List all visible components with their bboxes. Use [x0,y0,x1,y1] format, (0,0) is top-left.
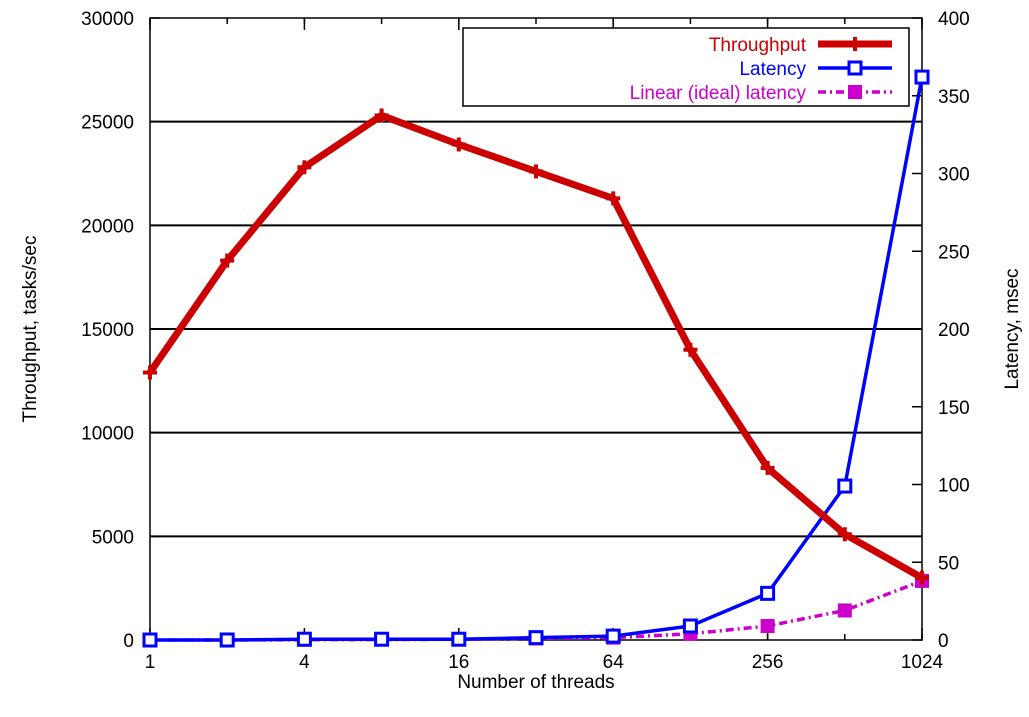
data-point [837,478,853,494]
legend-item: Throughput [709,35,892,56]
y2-tick-label: 50 [938,553,959,574]
x-tick-label: 4 [299,652,310,673]
legend-item: Linear (ideal) latency [630,83,892,104]
data-point [606,191,621,206]
data-point [683,342,698,357]
data-point [760,460,775,475]
y-tick-label: 30000 [81,9,134,30]
data-point [914,69,930,85]
y-tick-label: 5000 [92,527,134,548]
data-point [915,570,929,585]
series-line [150,76,924,642]
series-line [147,111,924,581]
y-tick-label: 25000 [81,113,134,134]
legend-marker [847,60,863,76]
data-point [297,160,312,175]
y-tick-label: 0 [123,631,134,652]
tick-labels: 0 5000 10000 15000 20000 25000 30000 0 50 100 150 2… [81,9,970,673]
data-point [142,632,158,648]
grid-lines [150,120,922,538]
data-point [528,630,544,646]
y-tick-label: 10000 [81,424,134,445]
data-point [374,631,390,647]
data-point [219,632,235,648]
data-point [143,365,157,380]
y-axis-label: Throughput, tasks/sec [20,236,41,423]
data-point [451,631,467,647]
data-point [529,164,543,179]
data-point [605,628,621,644]
y-tick-label: 15000 [81,320,134,341]
legend-label: Linear (ideal) latency [630,83,807,104]
y2-tick-label: 150 [938,398,970,419]
data-point [296,631,312,647]
x-axis-label: Number of threads [457,672,614,693]
data-point [760,585,776,601]
y2-tick-label: 400 [938,9,970,30]
data-point [451,137,466,152]
y2-tick-label: 100 [938,476,970,497]
y2-tick-label: 0 [938,631,949,652]
legend-label: Latency [739,59,806,80]
data-point [682,618,698,634]
x-tick-label: 256 [752,652,784,673]
data-point [374,108,389,123]
y2-tick-label: 300 [938,165,970,186]
legend-marker [848,37,862,51]
data-point [220,253,235,268]
series-group [142,69,930,648]
y2-axis-label: Latency, msec [1002,268,1023,389]
data-point [837,527,852,542]
legend-label: Throughput [709,35,807,56]
x-tick-label: 1024 [901,652,944,673]
legend-marker [848,85,862,99]
y2-tick-label: 250 [938,242,970,263]
y-tick-label: 20000 [81,216,134,237]
y2-tick-label: 200 [938,320,970,341]
series-latency [142,69,930,648]
legend-item: Latency [739,59,892,80]
data-point [837,603,852,618]
y2-tick-label: 350 [938,87,970,108]
x-tick-label: 16 [448,652,469,673]
series-throughput [143,108,929,585]
x-tick-label: 64 [603,652,625,673]
x-tick-label: 1 [145,652,156,673]
legend: Throughput Latency Linear (ideal) latency [462,27,910,107]
data-point [760,619,775,634]
